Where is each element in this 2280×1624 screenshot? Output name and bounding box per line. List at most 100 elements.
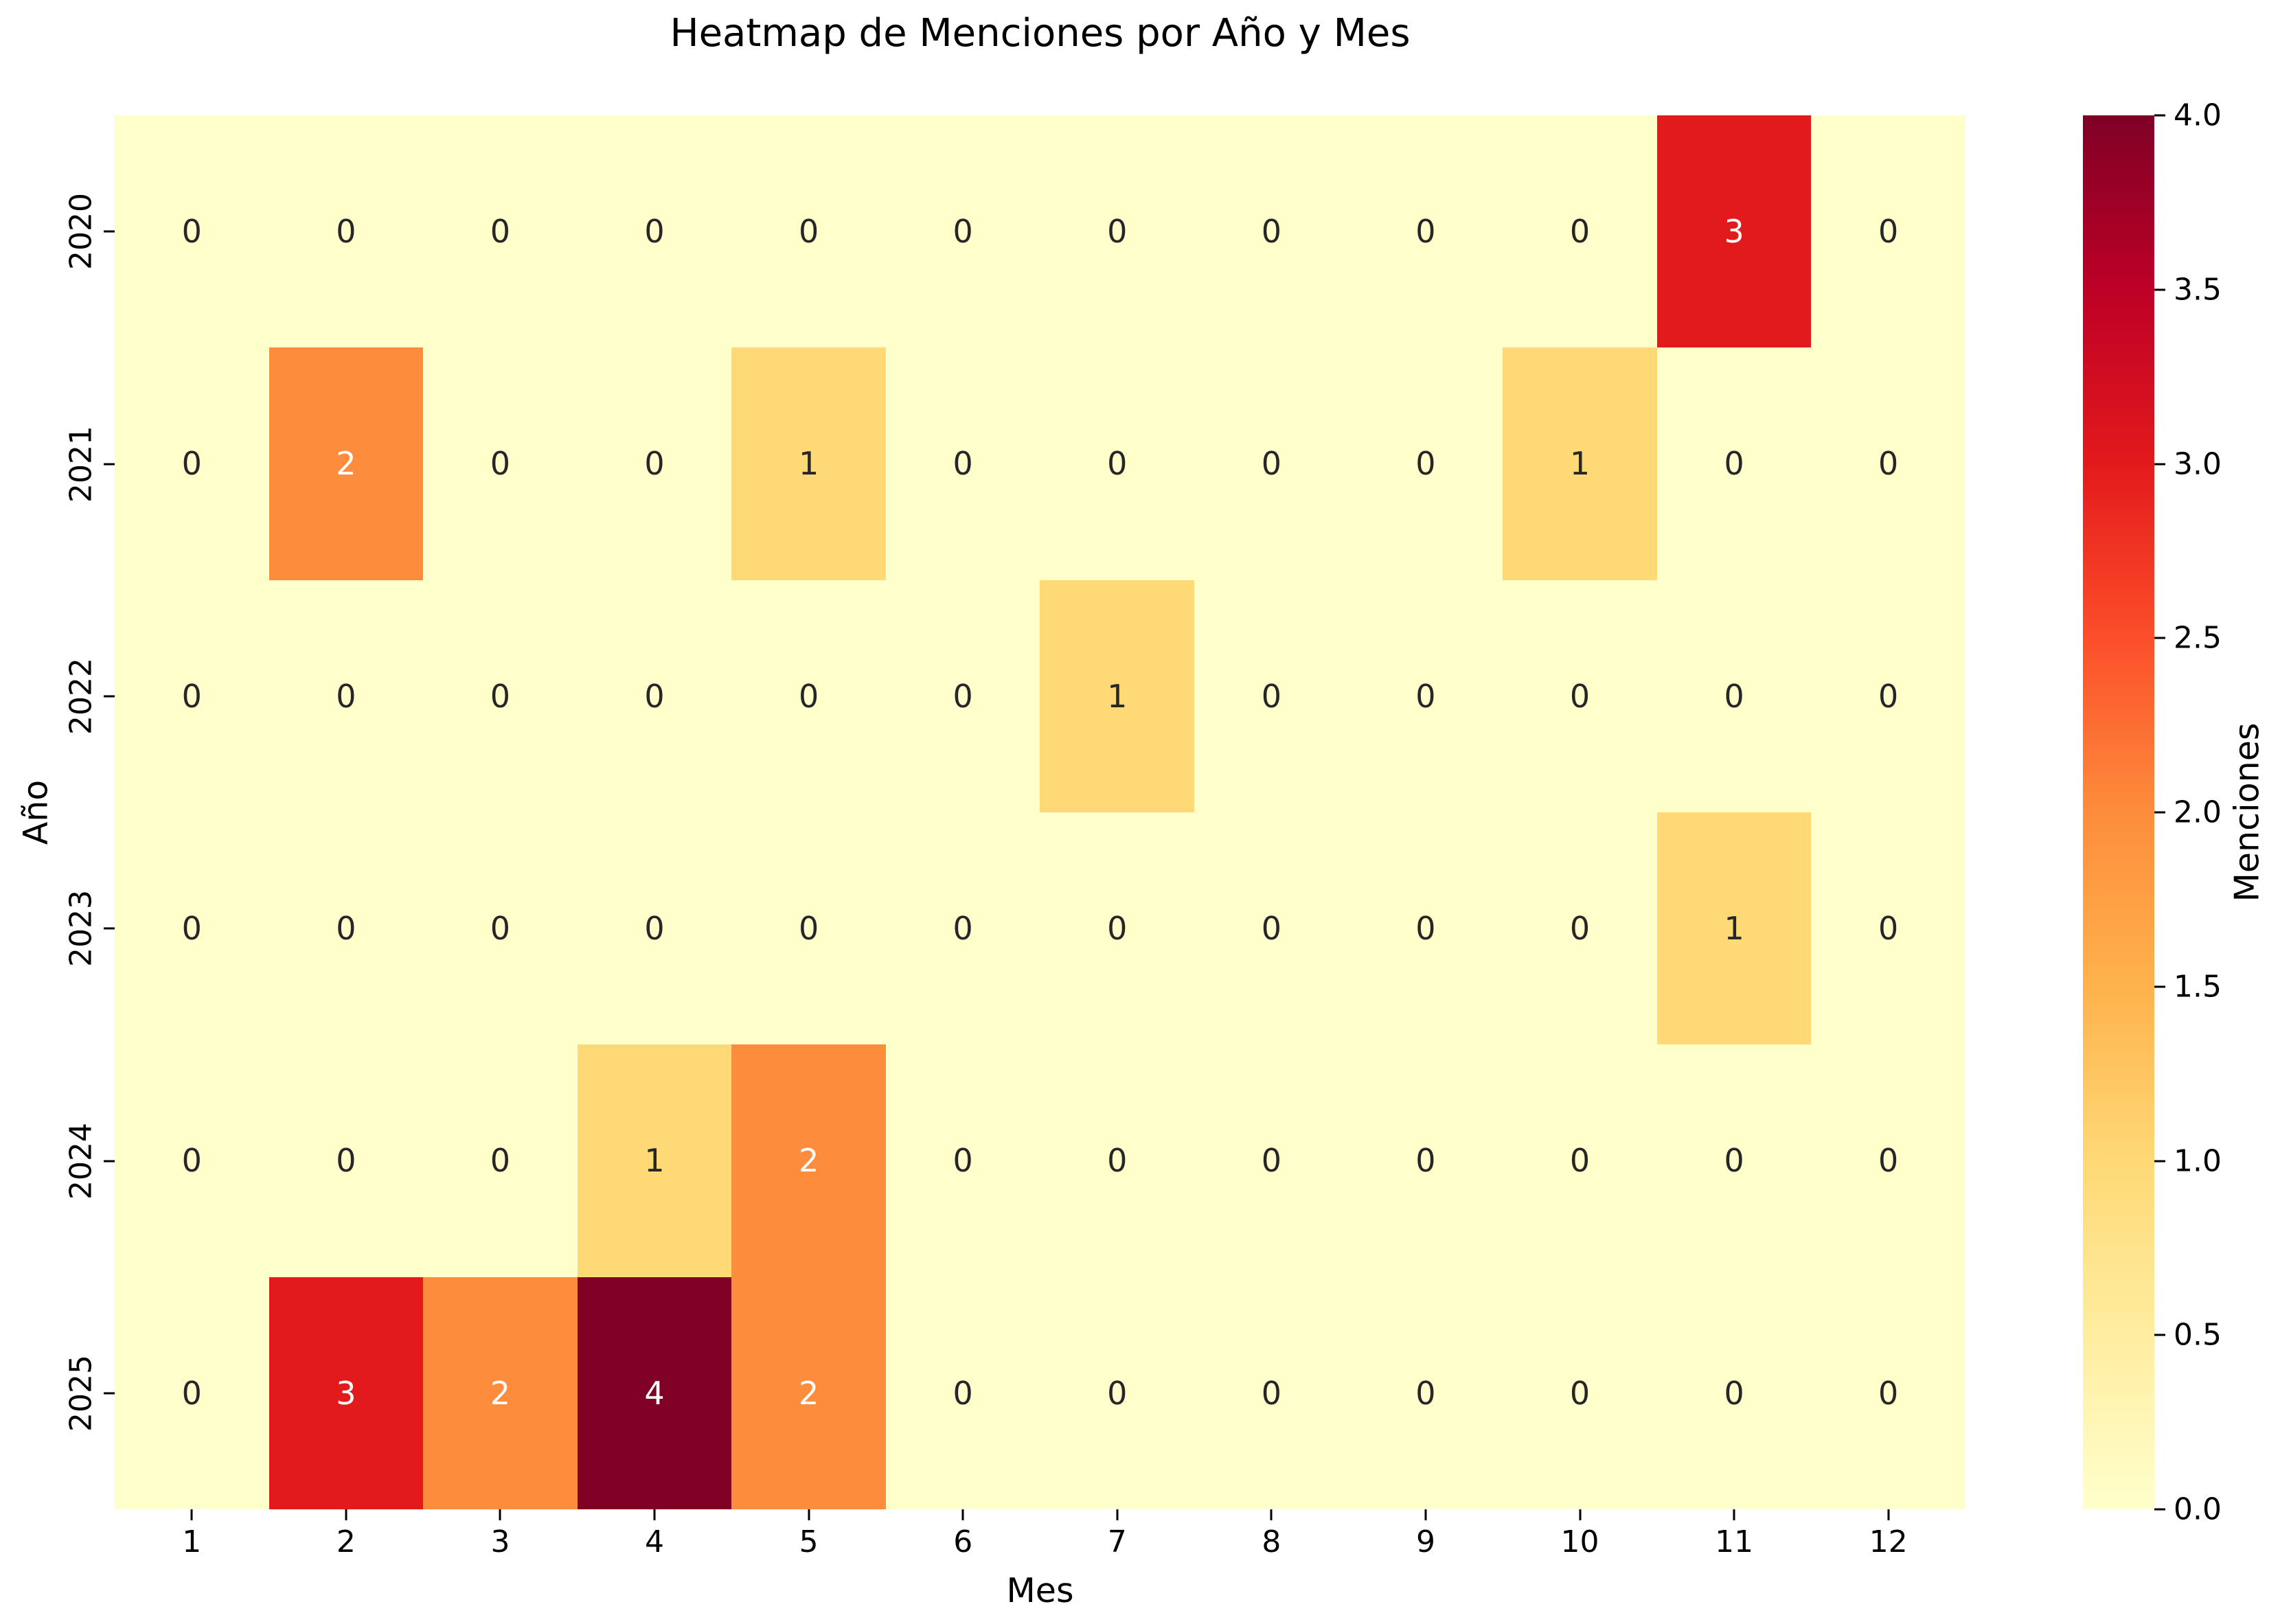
heatmap-cell: 0 <box>115 1277 269 1509</box>
heatmap-cell: 2 <box>423 1277 578 1509</box>
heatmap-cell: 0 <box>1194 812 1349 1045</box>
heatmap-cell: 3 <box>269 1277 424 1509</box>
cell-value: 0 <box>181 1142 202 1180</box>
colorbar-tick-mark <box>2154 114 2165 117</box>
cell-value: 0 <box>1415 910 1436 948</box>
cell-value: 0 <box>644 445 665 483</box>
cell-value: 0 <box>1724 1142 1744 1180</box>
colorbar-tick-label: 1.5 <box>2174 969 2222 1005</box>
cell-value: 0 <box>1878 1142 1899 1180</box>
cell-value: 2 <box>336 445 356 483</box>
colorbar-tick-label: 0.5 <box>2174 1317 2222 1353</box>
heatmap-cell: 0 <box>115 812 269 1045</box>
heatmap-cell: 0 <box>115 580 269 812</box>
cell-value: 0 <box>490 213 511 251</box>
cell-value: 0 <box>1724 445 1744 483</box>
heatmap-cell: 0 <box>577 580 732 812</box>
colorbar-tick-label: 4.0 <box>2174 98 2222 133</box>
chart-title: Heatmap de Menciones por Año y Mes <box>670 11 1411 56</box>
heatmap-cell: 0 <box>1811 580 1965 812</box>
x-tick-label: 10 <box>1560 1524 1599 1559</box>
heatmap-cell: 0 <box>1348 347 1503 580</box>
heatmap-cell: 0 <box>115 347 269 580</box>
x-tick-label: 4 <box>645 1524 665 1559</box>
cell-value: 0 <box>1261 445 1281 483</box>
colorbar-tick-mark <box>2154 1334 2165 1336</box>
cell-value: 0 <box>1878 445 1899 483</box>
cell-value: 0 <box>1569 213 1591 251</box>
x-tick-mark <box>1116 1509 1119 1520</box>
heatmap-cell: 0 <box>423 115 578 348</box>
heatmap-cell: 0 <box>423 347 578 580</box>
cell-value: 0 <box>1415 213 1436 251</box>
colorbar-tick-label: 2.0 <box>2174 794 2222 830</box>
x-tick-mark <box>961 1509 964 1520</box>
colorbar-tick-label: 3.5 <box>2174 272 2222 308</box>
cell-value: 0 <box>1107 213 1128 251</box>
cell-value: 0 <box>1569 1142 1591 1180</box>
cell-value: 0 <box>1878 213 1899 251</box>
cell-value: 0 <box>1878 677 1899 715</box>
cell-value: 0 <box>1415 445 1436 483</box>
x-tick-mark <box>499 1509 501 1520</box>
cell-value: 0 <box>181 910 202 948</box>
cell-value: 0 <box>1107 910 1128 948</box>
x-tick-label: 6 <box>953 1524 973 1559</box>
heatmap-cell: 0 <box>269 812 424 1045</box>
cell-value: 2 <box>490 1374 511 1412</box>
cell-value: 0 <box>1724 677 1744 715</box>
x-tick-mark <box>1424 1509 1427 1520</box>
heatmap-cell: 1 <box>1040 580 1195 812</box>
heatmap-cell: 0 <box>577 347 732 580</box>
cell-value: 4 <box>644 1374 665 1412</box>
heatmap-cell: 0 <box>1503 580 1657 812</box>
heatmap-cell: 0 <box>1503 812 1657 1045</box>
heatmap-cell: 0 <box>885 1044 1040 1277</box>
heatmap-cell: 0 <box>1811 1277 1965 1509</box>
heatmap-cell: 0 <box>1194 115 1349 348</box>
heatmap-cell: 0 <box>1040 115 1195 348</box>
y-tick-label: 2022 <box>63 657 99 735</box>
x-tick-label: 12 <box>1869 1524 1908 1559</box>
heatmap-cell: 1 <box>1503 347 1657 580</box>
cell-value: 2 <box>798 1374 819 1412</box>
heatmap-cell: 0 <box>1194 1277 1349 1509</box>
heatmap-cell: 0 <box>885 580 1040 812</box>
cell-value: 0 <box>490 910 511 948</box>
cell-value: 0 <box>490 677 511 715</box>
heatmap-cell: 0 <box>1503 1277 1657 1509</box>
heatmap-cell: 0 <box>1348 115 1503 348</box>
heatmap-cell: 0 <box>269 580 424 812</box>
cell-value: 0 <box>953 1374 973 1412</box>
heatmap-cell: 0 <box>423 580 578 812</box>
cell-value: 1 <box>798 445 819 483</box>
heatmap-cell: 0 <box>1194 580 1349 812</box>
colorbar <box>2083 115 2154 1509</box>
cell-value: 0 <box>1107 445 1128 483</box>
cell-value: 2 <box>798 1142 819 1180</box>
x-tick-mark <box>345 1509 347 1520</box>
cell-value: 0 <box>644 910 665 948</box>
y-tick-mark <box>104 1392 115 1395</box>
colorbar-tick-mark <box>2154 811 2165 814</box>
heatmap-cell: 1 <box>577 1044 732 1277</box>
colorbar-tick-mark <box>2154 637 2165 639</box>
colorbar-tick-mark <box>2154 985 2165 988</box>
cell-value: 0 <box>336 213 356 251</box>
heatmap-cell: 0 <box>1348 812 1503 1045</box>
cell-value: 3 <box>336 1374 356 1412</box>
colorbar-label: Menciones <box>2227 722 2267 902</box>
cell-value: 0 <box>336 910 356 948</box>
heatmap-cell: 0 <box>1811 812 1965 1045</box>
cell-value: 0 <box>1415 1142 1436 1180</box>
x-tick-mark <box>1270 1509 1273 1520</box>
cell-value: 0 <box>1569 1374 1591 1412</box>
colorbar-tick-label: 2.5 <box>2174 620 2222 656</box>
cell-value: 0 <box>644 677 665 715</box>
heatmap-cell: 3 <box>1656 115 1812 348</box>
y-tick-label: 2025 <box>63 1354 99 1432</box>
cell-value: 0 <box>1415 1374 1436 1412</box>
y-tick-mark <box>104 230 115 233</box>
x-tick-label: 3 <box>490 1524 510 1559</box>
